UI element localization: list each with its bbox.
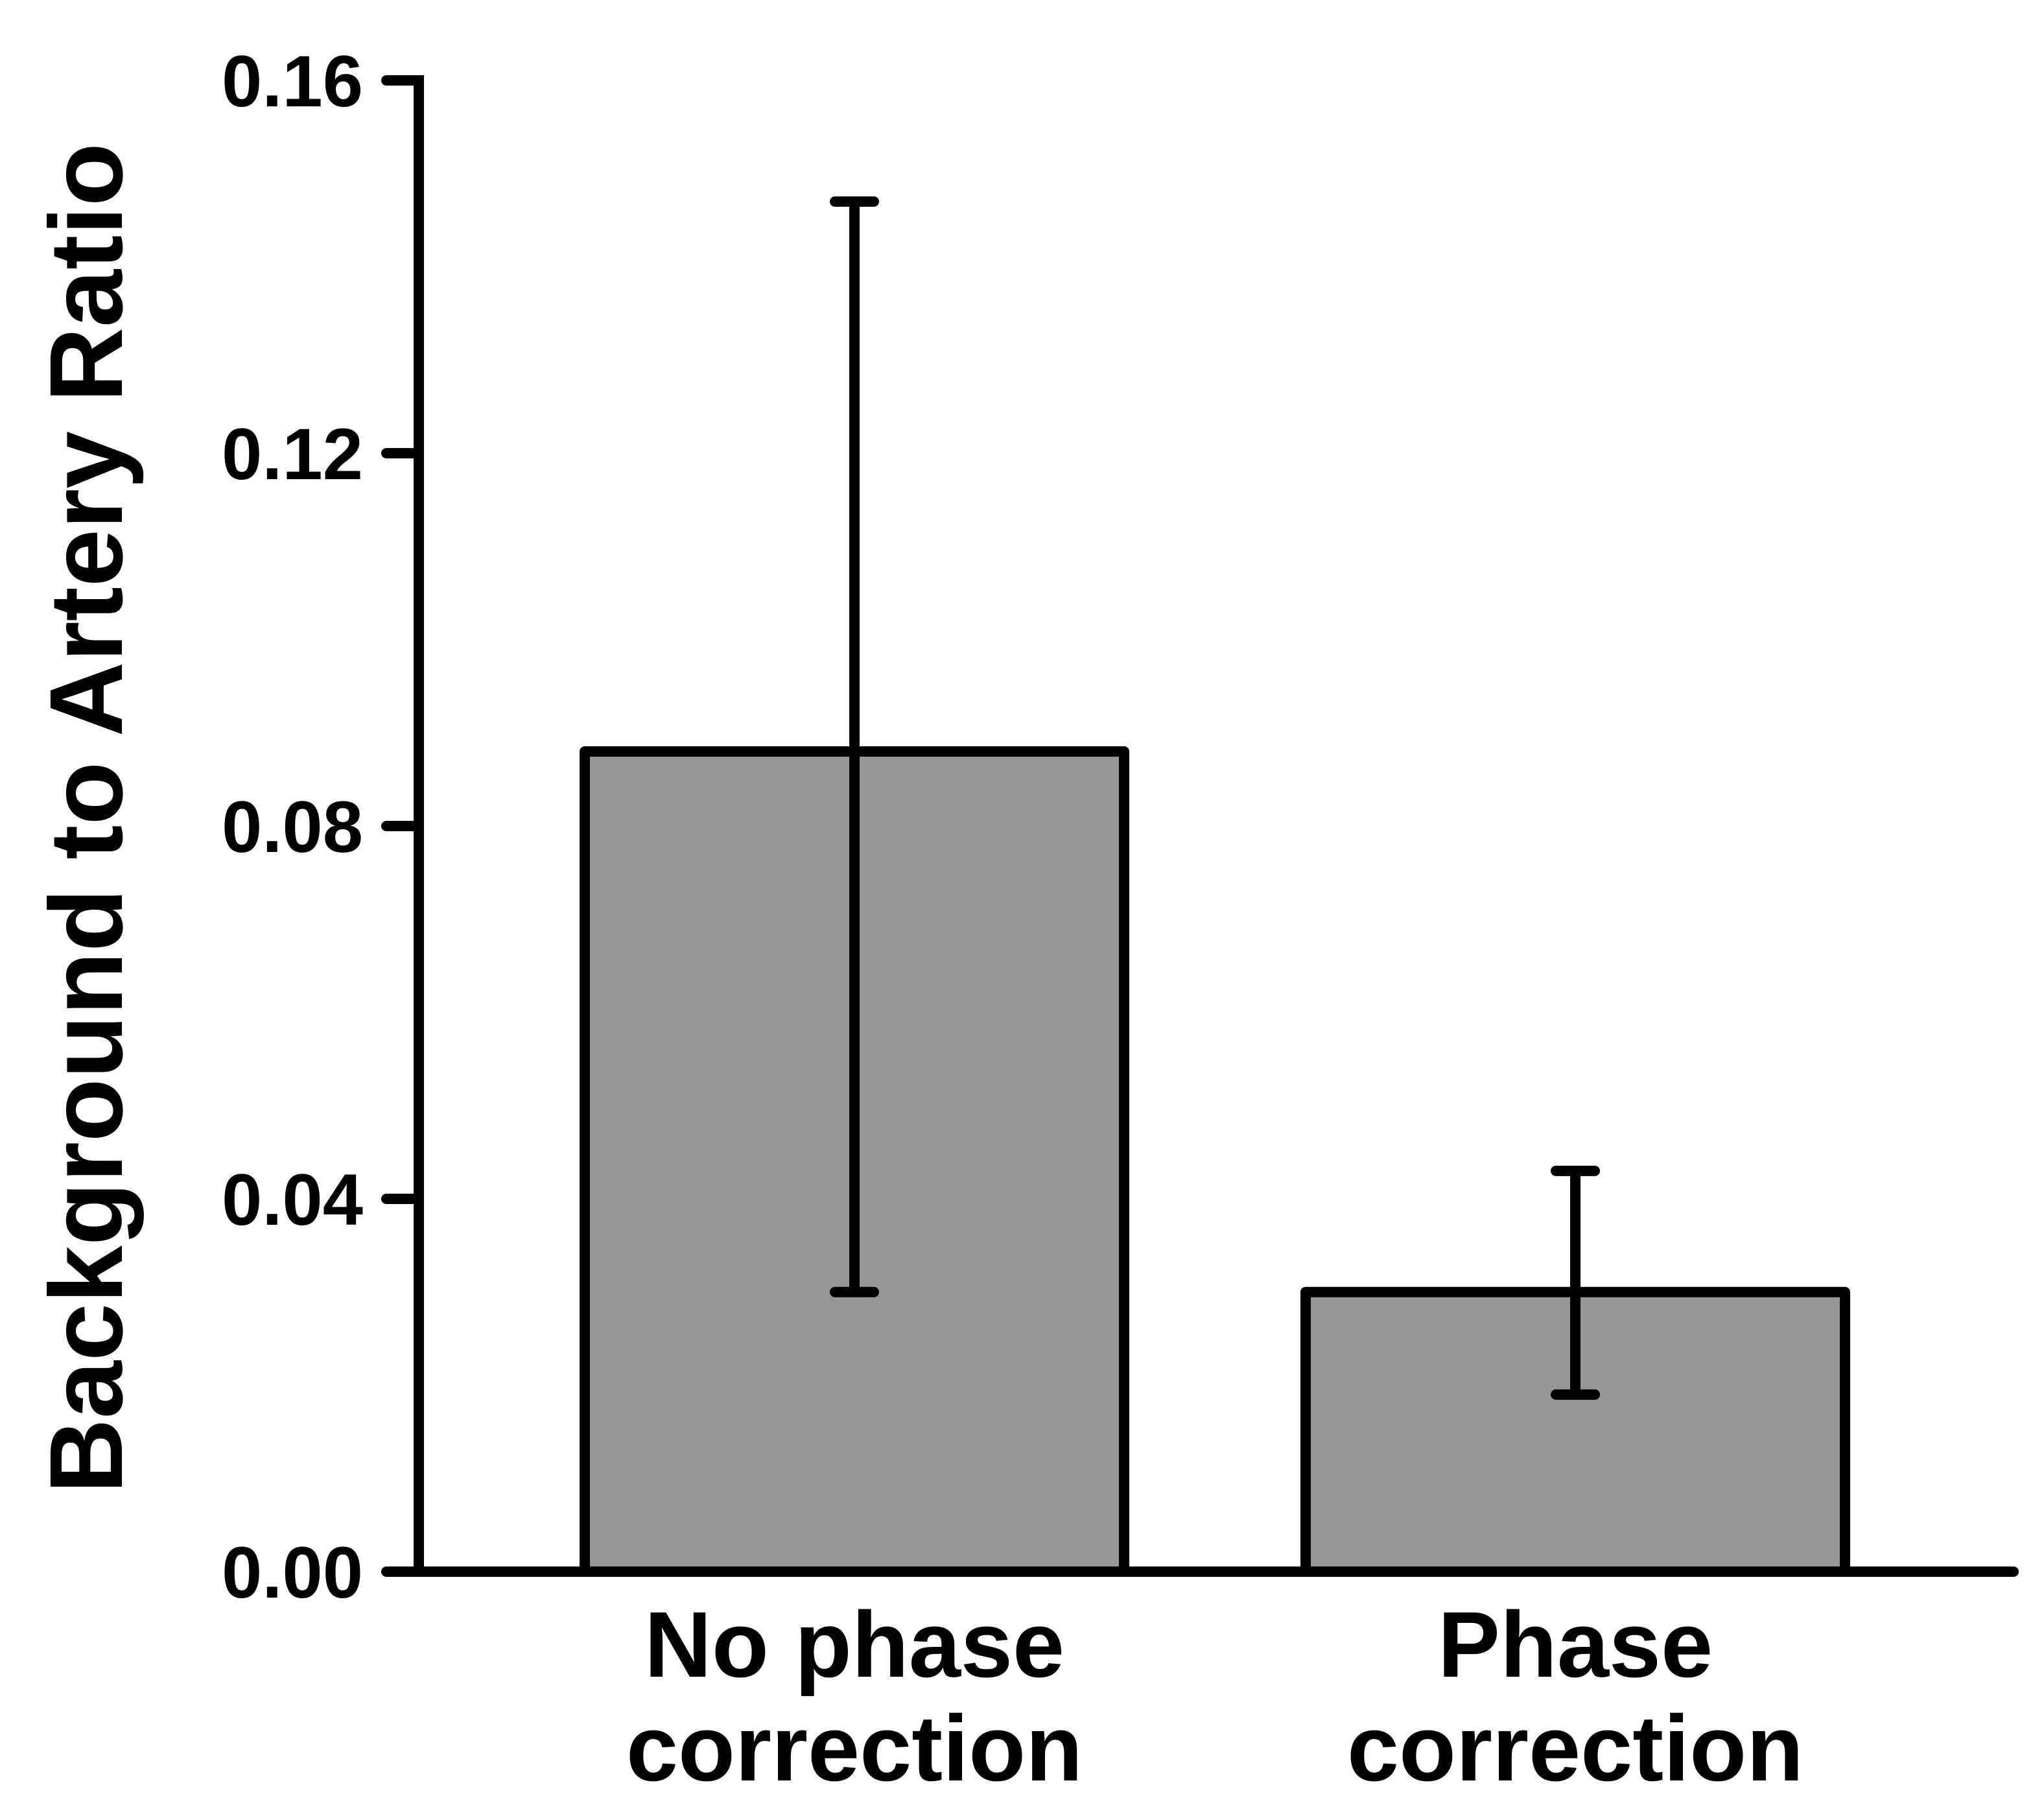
y-tick-label: 0.00 — [222, 1532, 363, 1613]
y-tick-label: 0.12 — [222, 414, 363, 495]
x-category-label: Phase correction — [1347, 1592, 1804, 1801]
y-tick-label: 0.04 — [222, 1159, 363, 1240]
x-category-label-line: Phase — [1438, 1592, 1713, 1697]
y-tick-label: 0.08 — [222, 786, 363, 868]
x-category-label-line: correction — [1347, 1696, 1804, 1801]
x-category-label-line: correction — [626, 1696, 1083, 1801]
x-category-label: No phase correction — [626, 1592, 1083, 1801]
y-axis-title: Background to Artery Ratio — [28, 143, 144, 1493]
error-bar — [830, 196, 879, 1297]
x-category-label-line: No phase — [644, 1592, 1064, 1697]
error-bar — [1551, 1165, 1600, 1400]
y-tick-label: 0.16 — [222, 41, 363, 122]
